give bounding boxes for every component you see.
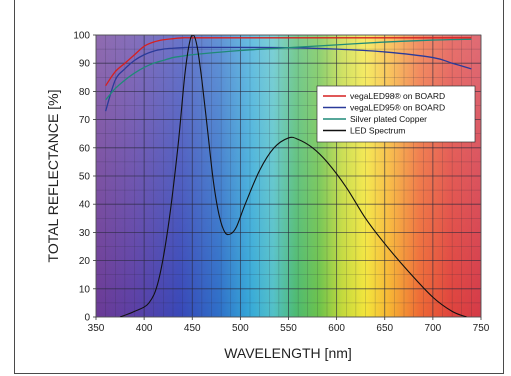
y-tick-label: 40 — [79, 200, 91, 211]
x-tick-label: 750 — [473, 323, 490, 334]
y-tick-label: 100 — [73, 31, 90, 42]
y-tick-label: 60 — [79, 143, 91, 154]
x-tick-label: 500 — [232, 323, 249, 334]
x-tick-label: 600 — [328, 323, 345, 334]
x-tick-label: 350 — [88, 323, 105, 334]
legend-label: vegaLED95® on BOARD — [350, 103, 445, 113]
series-line-vegaled98 — [105, 37, 472, 87]
y-tick-label: 20 — [79, 256, 91, 267]
y-tick-label: 90 — [79, 59, 91, 70]
x-tick-label: 650 — [376, 323, 393, 334]
y-axis-title: TOTAL REFLECTANCE [%] — [45, 90, 61, 263]
legend-label: Silver plated Copper — [350, 114, 427, 124]
series-layer — [105, 35, 472, 317]
y-tick-label: 70 — [79, 115, 91, 126]
x-tick-label: 400 — [136, 323, 153, 334]
series-line-silver-copper — [105, 38, 472, 101]
legend: vegaLED98® on BOARD vegaLED95® on BOARDSi… — [316, 85, 476, 143]
legend-label: LED Spectrum — [350, 126, 405, 136]
y-tick-label: 50 — [79, 172, 91, 183]
legend-label: vegaLED98® on BOARD — [350, 91, 445, 101]
chart-frame — [14, 0, 504, 374]
x-tick-label: 700 — [425, 323, 442, 334]
x-axis-title: WAVELENGTH [nm] — [224, 345, 352, 361]
series-line-led-spectrum — [119, 35, 467, 317]
y-tick-label: 10 — [79, 284, 91, 295]
x-tick-label: 450 — [184, 323, 201, 334]
y-tick-label: 0 — [84, 313, 90, 324]
tick-labels: 350 400 450 500 550 600 650 700 750 0 10 20 30 40 50 60… — [73, 31, 489, 335]
x-tick-label: 550 — [280, 323, 297, 334]
series-line-vegaled95 — [105, 46, 472, 112]
y-tick-label: 80 — [79, 87, 91, 98]
gridlines — [95, 34, 482, 318]
y-tick-label: 30 — [79, 228, 91, 239]
